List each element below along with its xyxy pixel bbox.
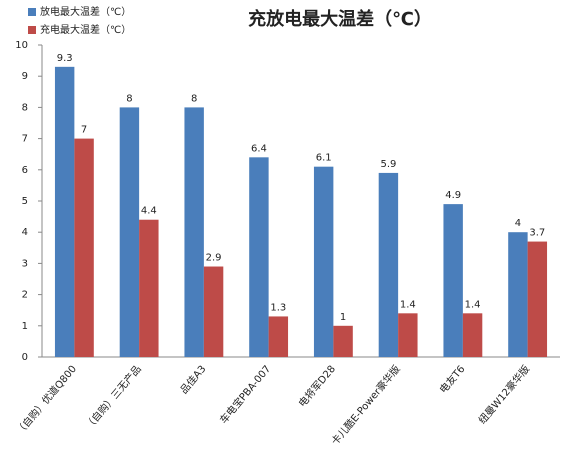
data-label: 6.1	[316, 153, 332, 164]
y-tick-label: 2	[22, 290, 28, 301]
data-label: 5.9	[380, 159, 396, 170]
data-label: 1.4	[465, 299, 481, 310]
data-label: 6.4	[251, 143, 267, 154]
y-tick-label: 6	[22, 165, 28, 176]
bar	[74, 138, 94, 357]
x-tick-label: 品佳A3	[177, 363, 208, 397]
data-label: 4.4	[141, 206, 157, 217]
y-tick-label: 5	[22, 196, 28, 207]
data-label: 4	[515, 218, 521, 229]
y-tick-label: 1	[22, 321, 28, 332]
bar	[184, 107, 204, 358]
y-tick-label: 7	[22, 134, 28, 145]
bar	[333, 325, 353, 357]
data-label: 3.7	[529, 228, 545, 239]
y-tick-label: 8	[22, 102, 28, 113]
y-tick-label: 0	[22, 352, 28, 363]
bar	[378, 172, 399, 357]
bar	[527, 241, 548, 357]
y-tick-label: 4	[22, 227, 28, 238]
y-tick-label: 10	[15, 40, 28, 51]
legend-swatch	[28, 8, 36, 16]
x-tick-label: 卡儿酷E-Power豪华版	[328, 363, 402, 448]
x-tick-label: （自购）三无产品	[82, 363, 143, 433]
chart-title: 充放电最大温差（℃）	[248, 8, 432, 30]
x-tick-label: 车电宝PBA-007	[217, 363, 273, 427]
y-tick-label: 3	[22, 258, 28, 269]
data-label: 8	[191, 93, 197, 104]
bar	[268, 316, 289, 357]
bar	[139, 219, 159, 357]
y-tick-label: 9	[22, 71, 28, 82]
data-label: 7	[81, 125, 87, 136]
x-tick-label: 纽曼W12豪华版	[476, 363, 533, 427]
bar	[313, 166, 334, 357]
legend-label: 充电最大温差（℃）	[40, 23, 131, 36]
bar	[119, 107, 140, 358]
data-label: 2.9	[206, 253, 222, 264]
bar	[508, 232, 528, 357]
bar	[203, 266, 224, 357]
bar	[398, 313, 418, 357]
data-label: 1.4	[400, 299, 416, 310]
x-tick-label: 电将军D28	[296, 363, 338, 410]
data-label: 9.3	[57, 53, 73, 64]
x-tick-label: 电友T6	[437, 363, 468, 396]
data-label: 8	[126, 93, 132, 104]
legend-swatch	[28, 26, 36, 34]
data-label: 1	[340, 312, 346, 323]
x-tick-label: （自购）优道Q800	[13, 363, 79, 438]
bar	[54, 66, 75, 357]
data-label: 4.9	[445, 190, 461, 201]
data-label: 1.3	[270, 302, 286, 313]
bar	[462, 313, 483, 357]
bar	[249, 157, 269, 357]
bar	[443, 204, 463, 357]
legend-label: 放电最大温差（℃）	[40, 5, 131, 18]
